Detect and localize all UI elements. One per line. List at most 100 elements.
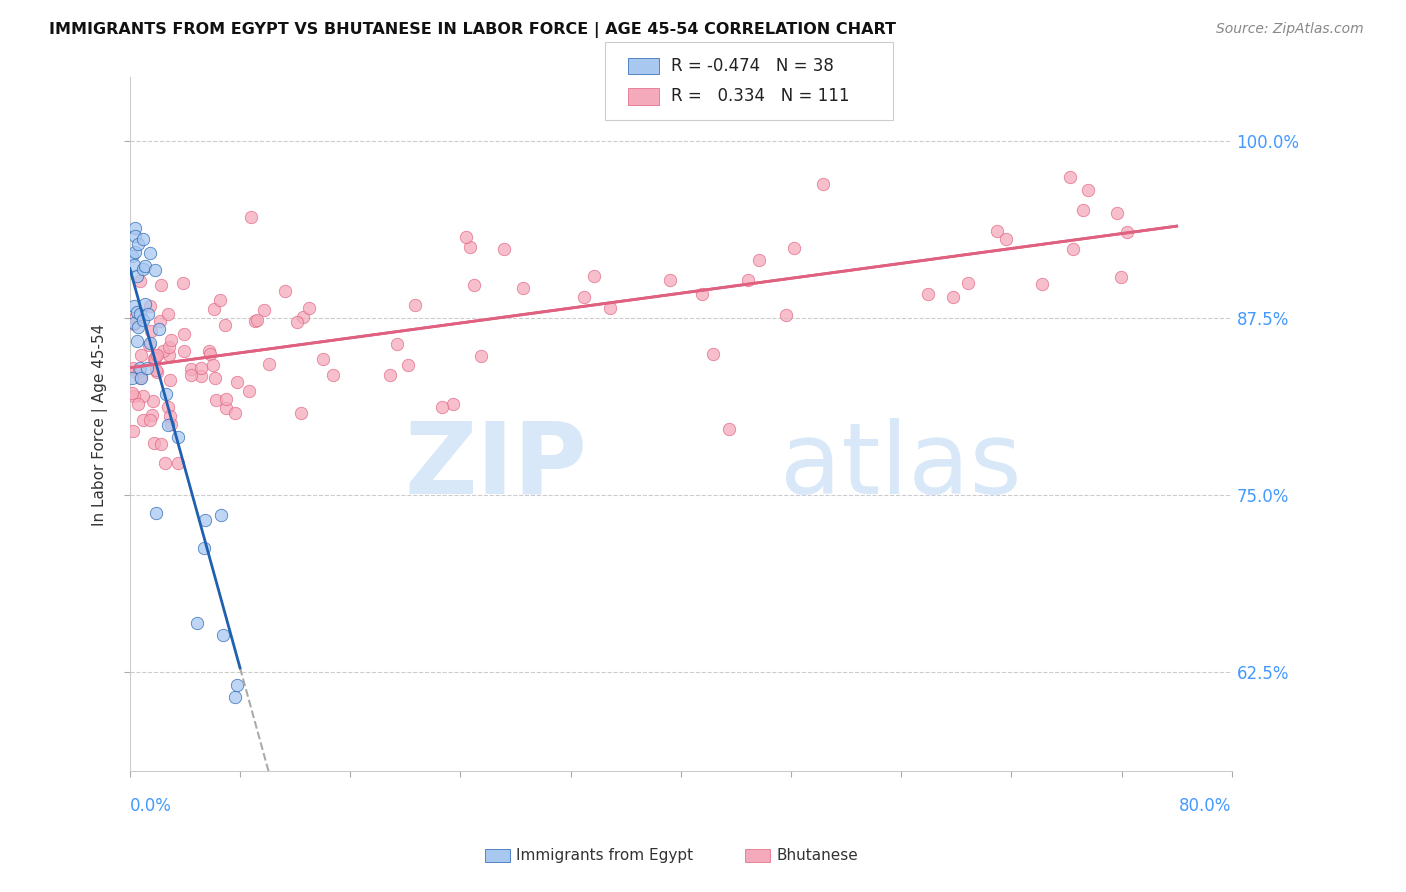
Point (121, 370, 143, 384)
Text: IMMIGRANTS FROM EGYPT VS BHUTANESE IN LABOR FORCE | AGE 45-54 CORRELATION CHART: IMMIGRANTS FROM EGYPT VS BHUTANESE IN LA… (49, 22, 896, 38)
Point (125, 304, 148, 318)
Point (145, 506, 167, 520)
Point (243, 314, 266, 328)
Point (180, 362, 202, 376)
Point (146, 365, 169, 379)
Point (208, 293, 231, 307)
Point (193, 541, 215, 556)
Point (146, 348, 169, 362)
Text: Source: ZipAtlas.com: Source: ZipAtlas.com (1216, 22, 1364, 37)
Point (1077, 183, 1099, 197)
Point (956, 277, 979, 291)
Point (148, 321, 170, 335)
Point (238, 384, 260, 399)
Point (404, 298, 426, 312)
Point (572, 289, 595, 303)
Point (225, 376, 247, 390)
Point (149, 314, 172, 328)
Point (322, 368, 344, 382)
Text: R =   0.334   N = 111: R = 0.334 N = 111 (671, 87, 849, 105)
Point (159, 409, 181, 423)
Point (748, 252, 770, 267)
Text: R = -0.474   N = 38: R = -0.474 N = 38 (671, 57, 834, 75)
Point (125, 334, 148, 349)
Point (274, 284, 297, 298)
Point (167, 456, 190, 470)
Point (142, 435, 165, 450)
Point (1059, 169, 1081, 184)
Point (583, 268, 606, 283)
Point (142, 393, 165, 408)
Point (139, 299, 162, 313)
Point (180, 368, 202, 383)
Point (212, 628, 235, 642)
Point (224, 690, 246, 705)
Point (702, 347, 724, 361)
Point (214, 318, 236, 332)
Point (157, 348, 180, 362)
Point (157, 340, 180, 354)
Point (214, 392, 236, 406)
Point (658, 273, 681, 287)
Point (159, 373, 181, 387)
Point (441, 397, 464, 411)
Text: Immigrants from Egypt: Immigrants from Egypt (516, 848, 693, 863)
Point (131, 413, 153, 427)
Point (166, 430, 188, 444)
Point (129, 371, 152, 385)
Point (139, 336, 162, 351)
Point (1115, 225, 1137, 239)
Point (134, 297, 156, 311)
Point (150, 278, 173, 293)
Point (215, 401, 238, 416)
Point (692, 286, 714, 301)
Point (127, 397, 149, 411)
Point (430, 400, 453, 414)
Point (995, 232, 1018, 246)
Point (470, 349, 492, 363)
Point (122, 258, 145, 272)
Point (226, 678, 249, 692)
Point (128, 307, 150, 321)
Point (124, 310, 146, 325)
Point (122, 317, 145, 331)
Point (917, 286, 939, 301)
Point (599, 301, 621, 315)
Point (186, 615, 208, 630)
Point (157, 418, 180, 433)
Point (141, 409, 163, 423)
Point (132, 389, 155, 403)
Point (1071, 202, 1094, 217)
Point (1109, 270, 1132, 285)
Point (124, 221, 146, 235)
Point (202, 302, 225, 317)
Point (385, 337, 408, 351)
Point (312, 352, 335, 367)
Point (512, 281, 534, 295)
Point (128, 364, 150, 378)
Point (153, 456, 176, 470)
Point (1031, 277, 1053, 291)
Point (124, 244, 146, 259)
Point (456, 230, 478, 244)
Point (136, 361, 159, 376)
Point (201, 358, 224, 372)
Point (378, 368, 401, 383)
Point (156, 400, 179, 414)
Point (239, 211, 262, 225)
Point (190, 361, 212, 376)
Point (494, 242, 516, 256)
Point (129, 361, 152, 376)
Point (134, 259, 156, 273)
Point (204, 371, 226, 385)
Point (257, 357, 280, 371)
Point (285, 315, 308, 329)
Point (150, 437, 173, 451)
Point (124, 228, 146, 243)
Point (297, 301, 319, 315)
Point (986, 224, 1008, 238)
Point (132, 313, 155, 327)
Point (132, 232, 155, 246)
Point (139, 324, 162, 338)
Point (143, 351, 166, 366)
